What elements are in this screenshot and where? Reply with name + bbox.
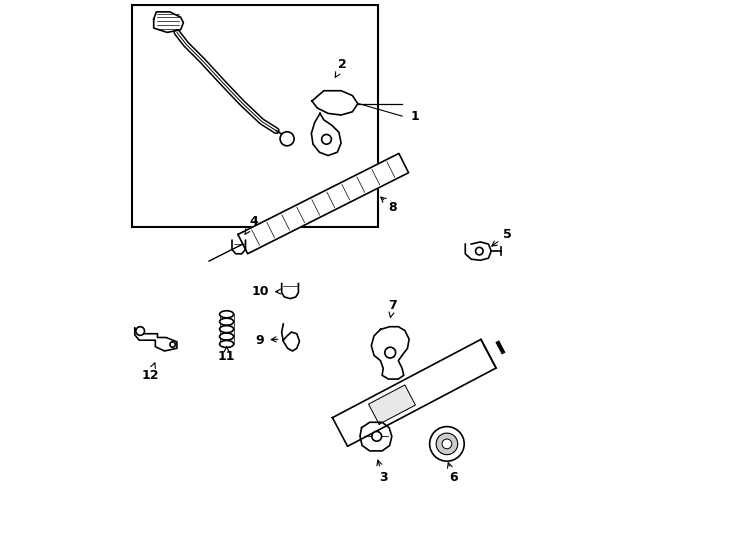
Text: 11: 11	[218, 347, 236, 363]
Ellipse shape	[219, 341, 233, 348]
Ellipse shape	[219, 326, 233, 333]
Circle shape	[385, 347, 396, 358]
Text: 12: 12	[141, 363, 159, 382]
Polygon shape	[368, 385, 415, 424]
Text: 8: 8	[381, 197, 397, 214]
Circle shape	[170, 342, 175, 347]
Polygon shape	[371, 327, 409, 379]
Text: 2: 2	[335, 58, 347, 77]
Polygon shape	[333, 339, 496, 447]
Circle shape	[429, 427, 464, 461]
Polygon shape	[465, 242, 491, 260]
Ellipse shape	[219, 318, 233, 325]
Text: 6: 6	[448, 463, 458, 484]
Circle shape	[442, 439, 452, 449]
Polygon shape	[232, 240, 245, 254]
Ellipse shape	[219, 310, 233, 318]
Text: 9: 9	[255, 334, 278, 347]
Circle shape	[476, 247, 483, 255]
Text: 1: 1	[410, 110, 419, 123]
Circle shape	[280, 132, 294, 146]
Text: 10: 10	[251, 285, 280, 298]
Text: 4: 4	[245, 215, 258, 234]
Circle shape	[372, 431, 382, 441]
Polygon shape	[360, 422, 392, 451]
Text: 3: 3	[377, 460, 388, 484]
Text: 7: 7	[388, 299, 397, 318]
Circle shape	[321, 134, 331, 144]
Text: 5: 5	[492, 228, 512, 246]
Polygon shape	[311, 113, 341, 156]
Polygon shape	[312, 91, 357, 115]
Polygon shape	[282, 284, 299, 299]
Polygon shape	[135, 328, 177, 351]
Polygon shape	[153, 12, 184, 32]
Polygon shape	[238, 153, 409, 254]
Ellipse shape	[219, 333, 233, 340]
Circle shape	[136, 327, 145, 335]
Bar	[132, 5, 378, 227]
Circle shape	[436, 433, 458, 455]
